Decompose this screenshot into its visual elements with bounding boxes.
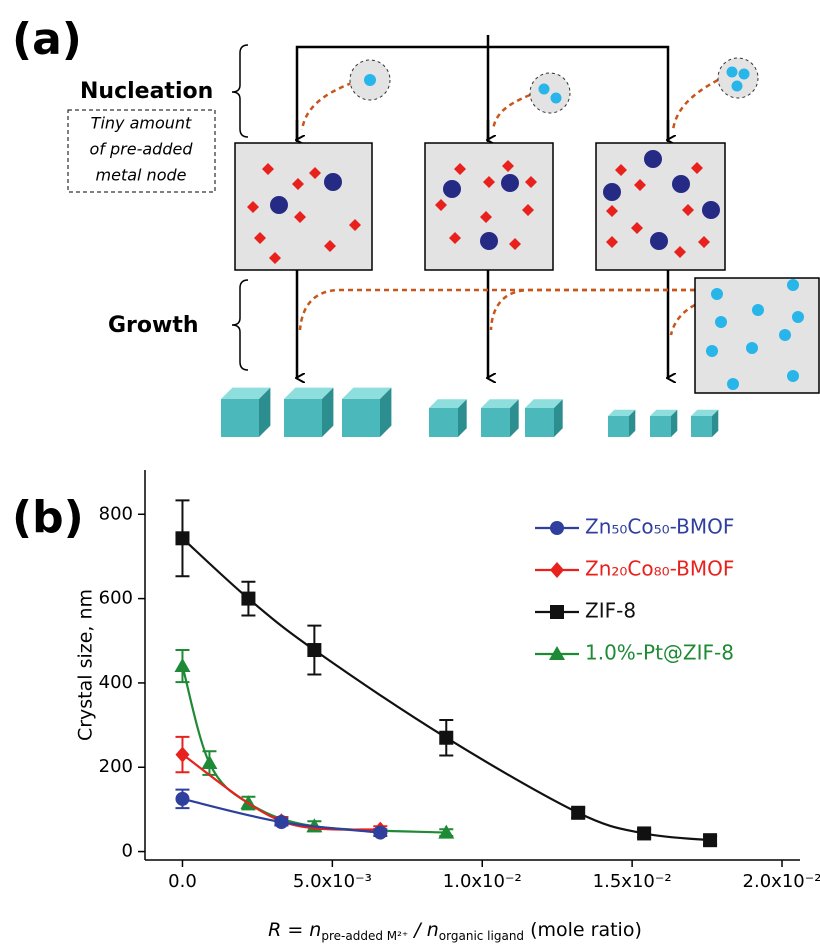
note-line: of pre-added bbox=[90, 140, 194, 159]
ligands bbox=[247, 160, 710, 264]
cube bbox=[429, 408, 458, 437]
cube-top bbox=[429, 399, 467, 408]
marker bbox=[175, 746, 190, 763]
cube-side bbox=[554, 399, 563, 437]
marker bbox=[550, 605, 564, 619]
y-tick-label: 800 bbox=[99, 503, 133, 524]
series-line bbox=[181, 537, 711, 842]
y-tick-label: 0 bbox=[122, 841, 133, 862]
panel-label: (a) bbox=[12, 14, 82, 65]
marker bbox=[439, 730, 454, 745]
cube-side bbox=[380, 387, 392, 437]
cube bbox=[342, 399, 380, 437]
marker bbox=[307, 643, 322, 658]
stage-label: Growth bbox=[108, 313, 199, 338]
cube bbox=[284, 399, 322, 437]
x-tick-label: 0.0 bbox=[168, 871, 197, 892]
legend-label: ZIF-8 bbox=[585, 599, 636, 623]
cube-top bbox=[481, 399, 519, 408]
series bbox=[175, 499, 718, 848]
seed-circles bbox=[349, 57, 759, 114]
x-label-part: / n bbox=[408, 919, 439, 941]
cube bbox=[650, 416, 671, 437]
legend-label: 1.0%-Pt@ZIF-8 bbox=[585, 641, 734, 665]
metal-nodes bbox=[270, 150, 720, 250]
marker bbox=[438, 824, 455, 839]
x-axis-label: R = npre-added M²⁺ / norganic ligand (mo… bbox=[268, 919, 642, 943]
marker bbox=[274, 815, 289, 830]
note-line: Tiny amount bbox=[91, 114, 192, 133]
series-line bbox=[181, 665, 447, 834]
x-tick-label: 1.0x10⁻² bbox=[443, 871, 522, 892]
cube-top bbox=[342, 387, 392, 399]
y-axis-label: Crystal size, nm bbox=[75, 589, 97, 741]
bracket bbox=[231, 44, 249, 138]
diagram: (a) Nucleation Tiny amount of pre-added … bbox=[12, 14, 820, 437]
marker bbox=[373, 825, 388, 840]
y-tick-label: 200 bbox=[99, 756, 133, 777]
cube-side bbox=[458, 399, 467, 437]
cube-top bbox=[650, 409, 678, 416]
legend-label: Zn₅₀Co₅₀-BMOF bbox=[585, 515, 734, 539]
dashed-paths bbox=[298, 78, 719, 336]
note-line: metal node bbox=[96, 166, 187, 185]
marker bbox=[550, 562, 564, 578]
marker bbox=[241, 591, 256, 606]
marker bbox=[549, 646, 565, 660]
crystals bbox=[221, 387, 719, 437]
cube-side bbox=[712, 409, 719, 437]
cube-side bbox=[671, 409, 678, 437]
x-tick-label: 2.0x10⁻² bbox=[743, 871, 820, 892]
marker bbox=[637, 826, 652, 841]
x-tick-label: 5.0x10⁻³ bbox=[293, 871, 372, 892]
growth-nodes bbox=[706, 279, 804, 390]
y-tick-label: 400 bbox=[99, 672, 133, 693]
marker bbox=[703, 833, 718, 848]
x-label-part: (mole ratio) bbox=[524, 919, 642, 941]
marker bbox=[201, 755, 218, 770]
cube bbox=[221, 399, 259, 437]
bracket bbox=[231, 279, 249, 371]
cube bbox=[525, 408, 554, 437]
marker bbox=[571, 805, 586, 820]
cube-top bbox=[691, 409, 719, 416]
x-label-part: R = n bbox=[268, 919, 321, 941]
cube-top bbox=[525, 399, 563, 408]
x-tick-label: 1.5x10⁻² bbox=[593, 871, 672, 892]
marker bbox=[550, 521, 564, 535]
marker bbox=[175, 531, 190, 546]
cube-top bbox=[284, 387, 334, 399]
x-label-subscript: pre-added M²⁺ bbox=[321, 929, 408, 943]
note-box bbox=[67, 109, 216, 193]
cube-top bbox=[221, 387, 271, 399]
series bbox=[174, 649, 455, 839]
cube-top bbox=[608, 409, 636, 416]
cube-side bbox=[322, 387, 334, 437]
cube-side bbox=[259, 387, 271, 437]
cube-side bbox=[629, 409, 636, 437]
x-label-subscript: organic ligand bbox=[439, 929, 524, 943]
cube-side bbox=[510, 399, 519, 437]
stage-label: Nucleation bbox=[80, 79, 213, 104]
panel-label: (b) bbox=[12, 492, 84, 543]
cube bbox=[481, 408, 510, 437]
marker bbox=[175, 791, 190, 806]
legend-label: Zn₂₀Co₈₀-BMOF bbox=[585, 557, 734, 581]
y-tick-label: 600 bbox=[99, 588, 133, 609]
series bbox=[175, 788, 388, 840]
cube bbox=[691, 416, 712, 437]
cube bbox=[608, 416, 629, 437]
marker bbox=[174, 658, 191, 673]
chart: (b) Crystal size, nm 0 200 400 600 800 0.0 5.0… bbox=[12, 470, 820, 943]
